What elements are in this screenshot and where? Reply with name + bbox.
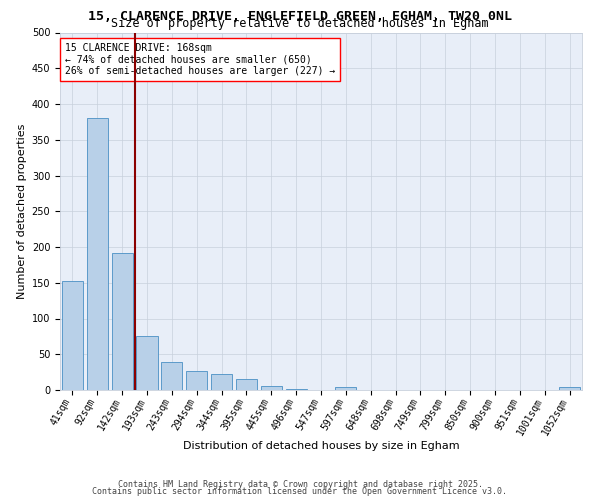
- Text: Size of property relative to detached houses in Egham: Size of property relative to detached ho…: [111, 18, 489, 30]
- X-axis label: Distribution of detached houses by size in Egham: Distribution of detached houses by size …: [182, 441, 460, 451]
- Bar: [161, 362, 182, 390]
- Text: 15, CLARENCE DRIVE, ENGLEFIELD GREEN, EGHAM, TW20 0NL: 15, CLARENCE DRIVE, ENGLEFIELD GREEN, EG…: [88, 10, 512, 23]
- Text: Contains public sector information licensed under the Open Government Licence v3: Contains public sector information licen…: [92, 487, 508, 496]
- Text: 15 CLARENCE DRIVE: 168sqm
← 74% of detached houses are smaller (650)
26% of semi: 15 CLARENCE DRIVE: 168sqm ← 74% of detac…: [65, 43, 335, 76]
- Bar: [236, 380, 257, 390]
- Bar: [136, 336, 158, 390]
- Bar: [335, 387, 356, 390]
- Bar: [87, 118, 108, 390]
- Text: Contains HM Land Registry data © Crown copyright and database right 2025.: Contains HM Land Registry data © Crown c…: [118, 480, 482, 489]
- Bar: [286, 388, 307, 390]
- Bar: [211, 374, 232, 390]
- Y-axis label: Number of detached properties: Number of detached properties: [17, 124, 28, 299]
- Bar: [112, 252, 133, 390]
- Bar: [559, 387, 580, 390]
- Bar: [261, 386, 282, 390]
- Bar: [62, 282, 83, 390]
- Bar: [186, 372, 207, 390]
